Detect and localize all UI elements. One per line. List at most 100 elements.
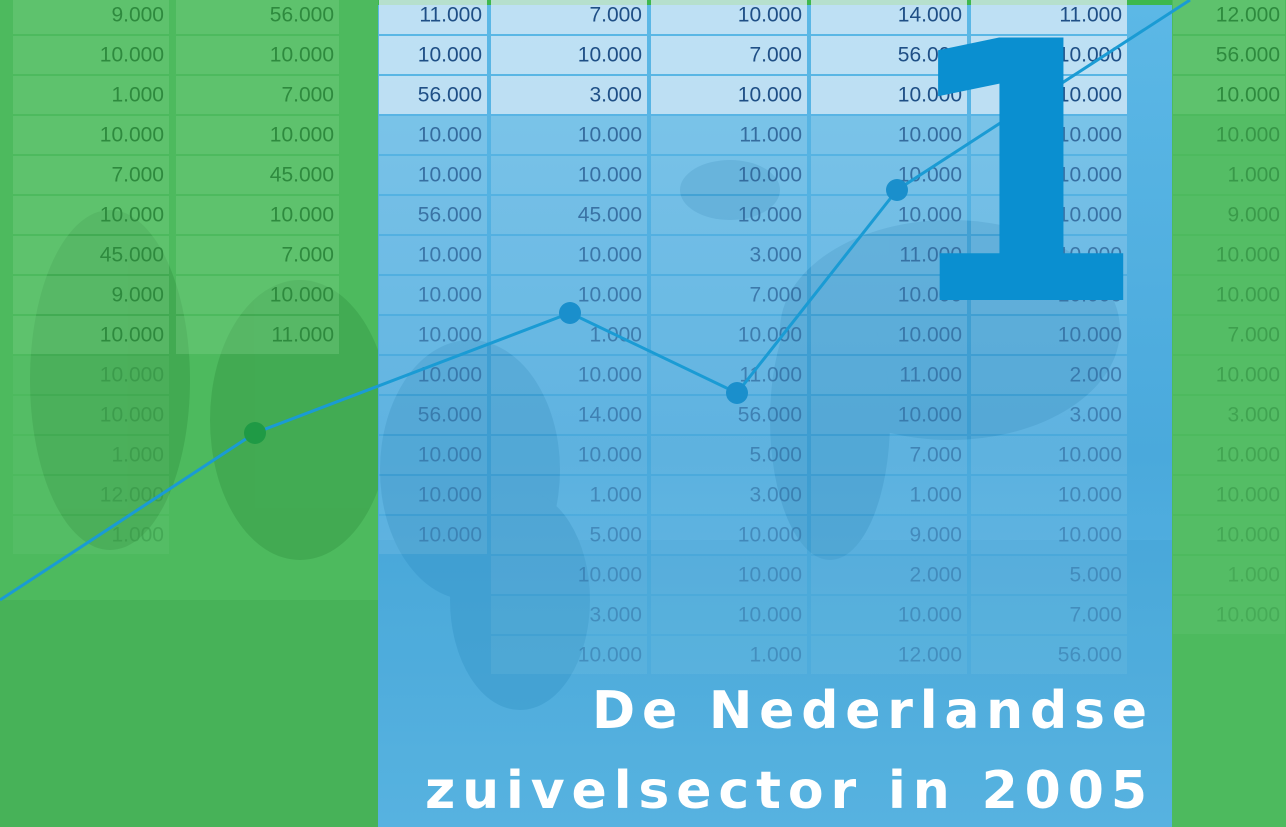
cell-value: 10.000 bbox=[578, 44, 642, 67]
cell-value: 10.000 bbox=[578, 284, 642, 307]
cell-value: 1.000 bbox=[909, 484, 962, 507]
cell-value: 10.000 bbox=[1216, 364, 1280, 387]
cell-value: 7.000 bbox=[111, 164, 164, 187]
cell bbox=[176, 36, 339, 74]
cell-value: 56.000 bbox=[1216, 44, 1280, 67]
cell bbox=[13, 76, 169, 114]
cell bbox=[811, 276, 967, 314]
cell-value: 56.000 bbox=[898, 44, 962, 67]
cell bbox=[1173, 396, 1285, 434]
cell-value: 10.000 bbox=[418, 444, 482, 467]
cell-value: 10.000 bbox=[270, 44, 334, 67]
cell bbox=[651, 276, 807, 314]
cell-value: 7.000 bbox=[749, 44, 802, 67]
cell bbox=[651, 116, 807, 154]
cell bbox=[971, 476, 1127, 514]
cell-value: 11.000 bbox=[1059, 4, 1122, 27]
cell bbox=[971, 0, 1127, 34]
cell bbox=[491, 636, 647, 674]
cell bbox=[651, 436, 807, 474]
cell-value: 10.000 bbox=[1058, 324, 1122, 347]
cell-value: 3.000 bbox=[589, 604, 642, 627]
cell-value: 10.000 bbox=[418, 244, 482, 267]
cell-value: 10.000 bbox=[738, 564, 802, 587]
cell bbox=[651, 516, 807, 554]
cell-value: 10.000 bbox=[1058, 44, 1122, 67]
cell bbox=[651, 596, 807, 634]
cell bbox=[811, 356, 967, 394]
cell-value: 7.000 bbox=[281, 84, 334, 107]
cell bbox=[379, 116, 487, 154]
cell-value: 3.000 bbox=[1227, 404, 1280, 427]
cell bbox=[971, 36, 1127, 74]
cell-value: 7.000 bbox=[749, 284, 802, 307]
cell-value: 10.000 bbox=[738, 524, 802, 547]
cell bbox=[651, 396, 807, 434]
cell-value: 10.000 bbox=[1216, 524, 1280, 547]
cell bbox=[971, 76, 1127, 114]
cell bbox=[811, 436, 967, 474]
cell-value: 10.000 bbox=[898, 604, 962, 627]
cell bbox=[13, 116, 169, 154]
cell bbox=[971, 276, 1127, 314]
cell bbox=[13, 0, 169, 34]
cell-value: 10.000 bbox=[738, 4, 802, 27]
cell bbox=[379, 396, 487, 434]
cell-value: 12.000 bbox=[100, 484, 164, 507]
cell bbox=[13, 236, 169, 274]
sheet: 12.000 56.000 10.000 10.000 1.000 9.000 10.000… bbox=[1173, 0, 1285, 634]
cell bbox=[491, 436, 647, 474]
cell-value: 56.000 bbox=[418, 84, 482, 107]
cell bbox=[13, 436, 169, 474]
cell bbox=[1173, 596, 1285, 634]
cell bbox=[379, 0, 487, 34]
cell bbox=[176, 116, 339, 154]
cell bbox=[491, 476, 647, 514]
cell bbox=[176, 276, 339, 314]
cell-value: 10.000 bbox=[1058, 124, 1122, 147]
cell bbox=[13, 516, 169, 554]
cell bbox=[379, 276, 487, 314]
cell bbox=[379, 316, 487, 354]
cell-value: 56.000 bbox=[418, 204, 482, 227]
center-panel bbox=[378, 0, 1172, 827]
cell bbox=[1173, 0, 1285, 34]
cell bbox=[176, 196, 339, 234]
cell-value: 9.000 bbox=[909, 524, 962, 547]
cell bbox=[971, 196, 1127, 234]
cell bbox=[811, 36, 967, 74]
cell-value: 10.000 bbox=[898, 124, 962, 147]
cell-value: 10.000 bbox=[1058, 484, 1122, 507]
cell bbox=[651, 236, 807, 274]
cell-value: 10.000 bbox=[1058, 84, 1122, 107]
cell bbox=[811, 116, 967, 154]
cell bbox=[971, 636, 1127, 674]
cell-value: 1.000 bbox=[1227, 164, 1280, 187]
cell-value: 10.000 bbox=[100, 44, 164, 67]
cell-value: 7.000 bbox=[281, 244, 334, 267]
cell-value: 5.000 bbox=[1069, 564, 1122, 587]
cell-value: 9.000 bbox=[111, 4, 164, 27]
cell-value: 10.000 bbox=[1058, 164, 1122, 187]
cell-value: 3.000 bbox=[1069, 404, 1122, 427]
cell-value: 10.000 bbox=[418, 364, 482, 387]
cell bbox=[379, 76, 487, 114]
cell bbox=[651, 476, 807, 514]
cell bbox=[491, 196, 647, 234]
cell-value: 10.000 bbox=[738, 604, 802, 627]
cell-value: 12.000 bbox=[1216, 4, 1280, 27]
cell-value: 12.000 bbox=[898, 644, 962, 667]
cell bbox=[811, 316, 967, 354]
cell-value: 1.000 bbox=[749, 644, 802, 667]
cell-value: 10.000 bbox=[578, 164, 642, 187]
cell-value: 9.000 bbox=[111, 284, 164, 307]
cell bbox=[13, 196, 169, 234]
cell bbox=[811, 476, 967, 514]
cell-value: 7.000 bbox=[1069, 604, 1122, 627]
cell bbox=[13, 356, 169, 394]
cell bbox=[1173, 356, 1285, 394]
cell-value: 2.000 bbox=[1069, 364, 1122, 387]
cell-value: 10.000 bbox=[100, 404, 164, 427]
cell bbox=[1173, 36, 1285, 74]
cell bbox=[379, 356, 487, 394]
